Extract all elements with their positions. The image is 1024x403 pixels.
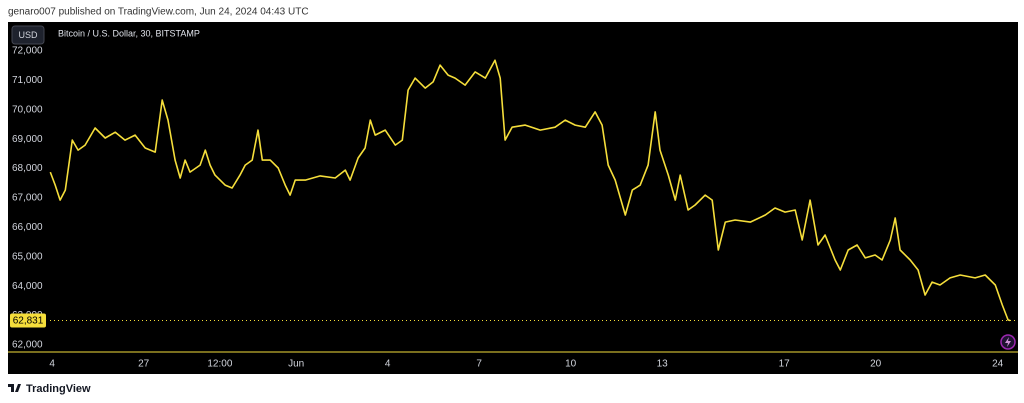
y-tick-label: 69,000 (12, 134, 43, 145)
chart-title: Bitcoin / U.S. Dollar, 30, BITSTAMP (58, 28, 200, 38)
footer: TradingView (26, 383, 91, 395)
y-tick-label: 67,000 (12, 193, 43, 204)
x-tick-label: 10 (565, 359, 577, 370)
price-line (49, 59, 1011, 322)
last-price-label: 62,831 (13, 316, 44, 327)
x-tick-label: 4 (385, 359, 391, 370)
header: genaro007 published on TradingView.com, … (8, 7, 309, 18)
currency-label: USD (18, 30, 38, 40)
y-tick-label: 65,000 (12, 251, 43, 262)
x-tick-label: 7 (476, 359, 482, 370)
currency-box (11, 25, 45, 45)
y-tick-label: 62,000 (12, 340, 43, 351)
x-tick-label: 17 (779, 359, 791, 370)
x-tick-label: Jun (288, 359, 304, 370)
y-tick-label: 64,000 (12, 281, 43, 292)
y-tick-label: 72,000 (12, 46, 43, 57)
x-tick-label: 24 (992, 359, 1004, 370)
x-tick-label: 4 (49, 359, 55, 370)
y-tick-label: 68,000 (12, 163, 43, 174)
x-tick-label: 20 (870, 359, 882, 370)
alert-icon-bolt (1005, 337, 1011, 347)
x-tick-label: 12:00 (207, 359, 232, 370)
last-price-tag (10, 313, 46, 328)
y-tick-label: 71,000 (12, 75, 43, 86)
x-tick-label: 13 (657, 359, 669, 370)
y-tick-label: 70,000 (12, 104, 43, 115)
footer-logo (8, 384, 21, 392)
y-tick-label: 66,000 (12, 222, 43, 233)
x-tick-label: 27 (138, 359, 150, 370)
chart-background (8, 22, 1018, 374)
